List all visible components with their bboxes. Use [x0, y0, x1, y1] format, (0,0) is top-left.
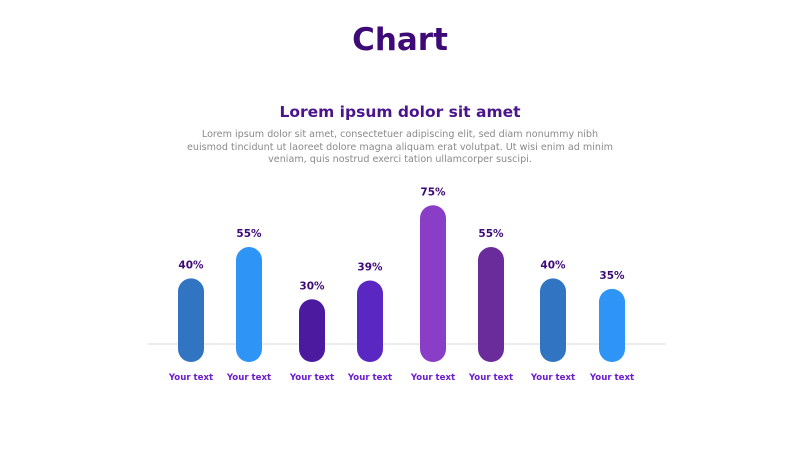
- bar-3: [299, 299, 325, 362]
- bar-value-label-6: 55%: [478, 228, 504, 240]
- bar-value-label-8: 35%: [599, 270, 625, 282]
- bar-5: [420, 205, 446, 362]
- bar-4: [357, 280, 383, 362]
- chart-subtitle: Lorem ipsum dolor sit amet: [279, 103, 521, 121]
- category-label-7: Your text: [530, 373, 575, 383]
- category-label-3: Your text: [289, 373, 334, 383]
- bar-7: [540, 278, 566, 362]
- bar-value-label-4: 39%: [357, 261, 383, 273]
- bar-group: 40% Your text 55% Your text 30% Your text 39% Y…: [168, 186, 634, 383]
- category-label-4: Your text: [347, 373, 392, 383]
- category-label-8: Your text: [589, 373, 634, 383]
- bar-2: [236, 247, 262, 362]
- bar-6: [478, 247, 504, 362]
- bar-value-label-1: 40%: [178, 259, 204, 271]
- bar-value-label-3: 30%: [299, 280, 325, 292]
- category-label-1: Your text: [168, 373, 213, 383]
- page-title: Chart: [352, 22, 448, 58]
- bar-8: [599, 288, 625, 362]
- category-label-2: Your text: [226, 373, 271, 383]
- bar-value-label-7: 40%: [540, 259, 566, 271]
- category-label-5: Your text: [410, 373, 455, 383]
- bar-1: [178, 278, 204, 362]
- bar-value-label-5: 75%: [420, 186, 446, 198]
- category-label-6: Your text: [468, 373, 513, 383]
- bar-value-label-2: 55%: [236, 228, 262, 240]
- chart-description: Lorem ipsum dolor sit amet, consectetuer…: [187, 129, 613, 165]
